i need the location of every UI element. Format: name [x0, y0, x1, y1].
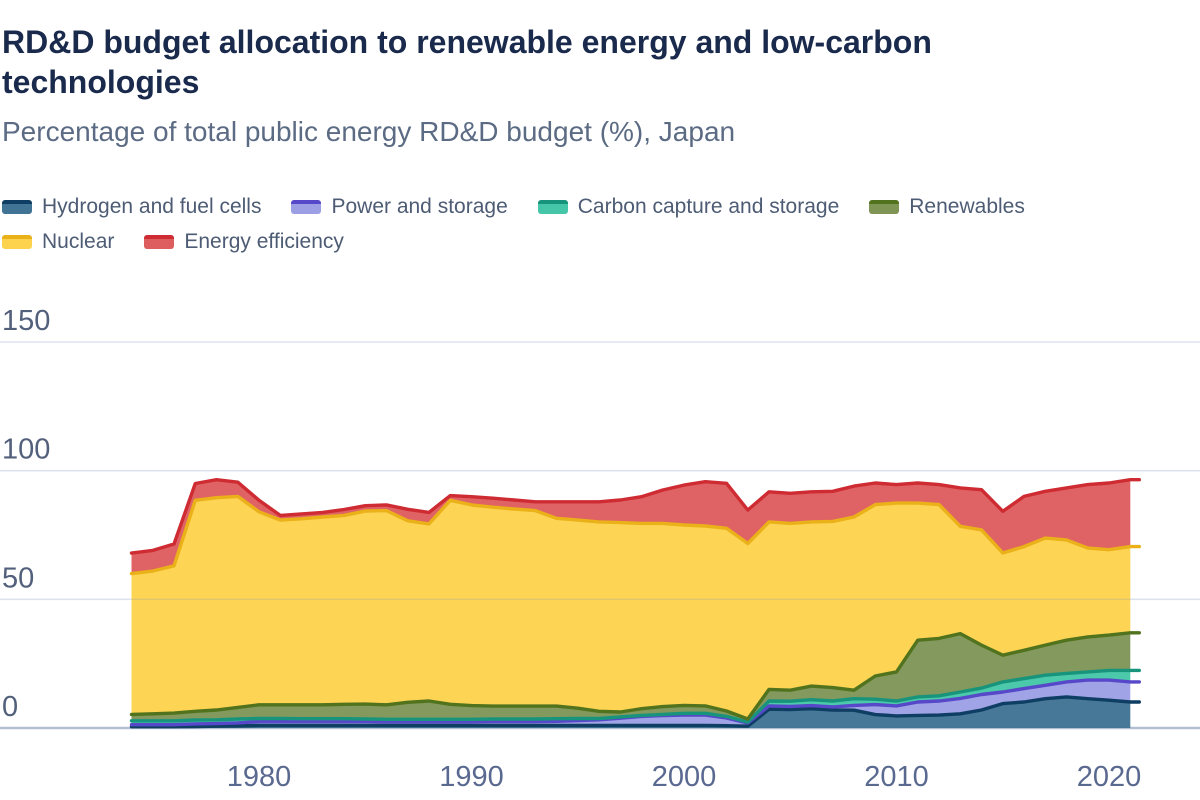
legend-swatch-nuclear	[2, 235, 32, 249]
series-stroke-carbon-capture-and-storage	[129, 668, 1141, 724]
page-title: RD&D budget allocation to renewable ener…	[2, 24, 932, 101]
legend-item-carbon-capture-and-storage[interactable]: Carbon capture and storage	[537, 195, 840, 219]
legend-row: Nuclear Energy efficiency	[2, 230, 1152, 254]
legend-label-nuclear: Nuclear	[42, 230, 115, 253]
legend-swatch-energy-efficiency	[144, 235, 175, 249]
legend-item-renewables[interactable]: Renewables	[869, 195, 1025, 219]
x-axis-tick-label-2000: 2000	[652, 761, 717, 793]
x-axis-tick-label-2020: 2020	[1077, 761, 1142, 793]
legend-swatch-power-and-storage	[291, 200, 322, 214]
legend-item-energy-efficiency[interactable]: Energy efficiency	[144, 230, 344, 254]
page-subtitle: Percentage of total public energy RD&D b…	[2, 116, 736, 147]
x-axis-tick-label-1980: 1980	[227, 761, 292, 793]
legend-row: Hydrogen and fuel cells Power and storage…	[2, 195, 1152, 219]
legend-label-energy-efficiency: Energy efficiency	[184, 230, 344, 253]
series-stroke-renewables	[129, 631, 1141, 721]
series-stroke-nuclear	[129, 494, 1141, 576]
legend-swatch-hydrogen-and-fuel-cells	[2, 200, 32, 214]
legend-item-power-and-storage[interactable]: Power and storage	[291, 195, 508, 219]
x-axis-tick-label-1990: 1990	[439, 761, 504, 793]
y-axis-tick-label-50: 50	[2, 562, 34, 594]
y-axis-tick-label-150: 150	[2, 305, 50, 337]
series-stroke-energy-efficiency	[129, 478, 1141, 555]
legend-swatch-renewables	[869, 200, 900, 214]
area-renewables	[131, 632, 1131, 723]
legend-label-renewables: Renewables	[909, 195, 1025, 218]
series-stroke-hydrogen-and-fuel-cells	[129, 695, 1141, 729]
legend: Hydrogen and fuel cells Power and storage…	[2, 195, 1152, 254]
legend-swatch-carbon-capture-and-storage	[537, 200, 568, 214]
legend-label-hydrogen-and-fuel-cells: Hydrogen and fuel cells	[42, 195, 262, 218]
legend-item-hydrogen-and-fuel-cells[interactable]: Hydrogen and fuel cells	[2, 195, 261, 219]
legend-label-power-and-storage: Power and storage	[331, 195, 508, 218]
y-axis-tick-label-100: 100	[2, 434, 50, 466]
legend-item-nuclear[interactable]: Nuclear	[2, 230, 114, 254]
area-nuclear	[131, 496, 1131, 719]
legend-label-carbon-capture-and-storage: Carbon capture and storage	[577, 195, 840, 218]
area-hydrogen-and-fuel-cells	[131, 696, 1131, 728]
y-axis-tick-label-0: 0	[2, 691, 18, 723]
x-axis-tick-label-2010: 2010	[864, 761, 929, 793]
